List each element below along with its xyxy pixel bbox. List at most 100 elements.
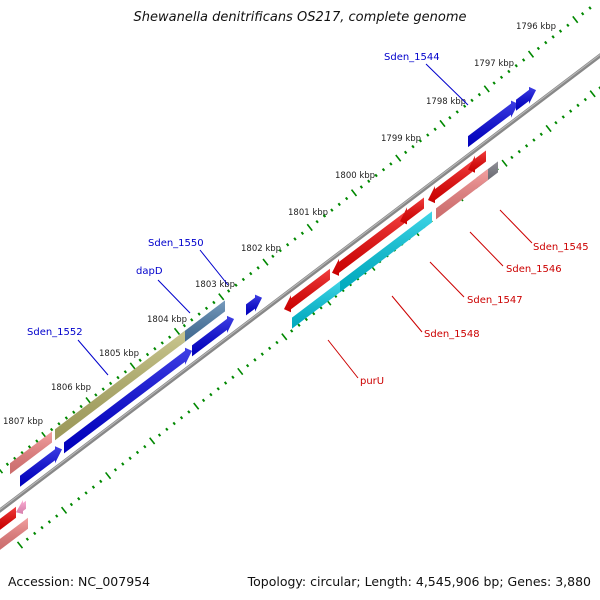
lower-row-tick xyxy=(231,375,235,379)
gene-label-sden-1548: Sden_1548 xyxy=(424,329,480,340)
upper-row-tick xyxy=(167,335,172,339)
lower-row-tick xyxy=(517,149,521,154)
genome-backbone xyxy=(0,53,600,513)
upper-row-tick xyxy=(344,196,349,201)
upper-row-tick xyxy=(359,185,364,189)
upper-row-tick xyxy=(462,104,467,108)
upper-row-tick xyxy=(145,352,150,357)
tick-label-1797: 1797 kbp xyxy=(474,59,514,69)
lower-row-tick xyxy=(598,86,600,90)
tick-rows xyxy=(0,6,600,549)
upper-row-tick xyxy=(72,410,76,414)
lower-row-tick xyxy=(539,132,543,136)
gene-puru-a-shade xyxy=(284,268,330,313)
lower-row-tick xyxy=(524,144,529,148)
lower-row-tick xyxy=(201,398,206,403)
lower-row-tick xyxy=(179,416,184,420)
upper-row-tick xyxy=(49,427,54,432)
tick-label-1805: 1805 kbp xyxy=(99,349,139,359)
upper-row-tick xyxy=(527,50,535,58)
lower-row-tick xyxy=(16,541,24,549)
lower-row-tick xyxy=(245,363,250,368)
tick-label-1798: 1798 kbp xyxy=(426,97,466,107)
upper-row-tick xyxy=(79,404,83,409)
gene-sden-1547-shade xyxy=(332,212,404,276)
upper-row-tick xyxy=(411,144,415,149)
upper-row-tick xyxy=(20,450,24,455)
lower-row-tick xyxy=(289,329,294,333)
lower-row-tick xyxy=(554,120,558,125)
gene-label-sden-1546: Sden_1546 xyxy=(506,264,562,275)
gene-edge-salmon-shade xyxy=(0,517,28,550)
upper-row-tick xyxy=(350,189,358,197)
lower-row-tick xyxy=(312,311,316,316)
gene-sden-1545b-shade xyxy=(468,150,486,173)
upper-row-tick xyxy=(367,179,371,183)
upper-row-tick xyxy=(293,237,297,241)
upper-row-tick xyxy=(588,6,592,10)
upper-row-tick xyxy=(374,173,378,178)
upper-row-tick xyxy=(197,312,201,316)
backbone-highlight xyxy=(0,53,600,511)
upper-row-tick xyxy=(160,341,164,345)
upper-row-tick xyxy=(218,293,225,301)
upper-row-tick xyxy=(403,150,408,155)
backbone-line xyxy=(0,53,600,513)
gene-puru-shade xyxy=(292,281,340,329)
gene-label-sden-1545: Sden_1545 xyxy=(533,242,589,253)
upper-row-tick xyxy=(433,127,437,131)
lower-row-tick xyxy=(77,497,81,501)
lower-row-tick xyxy=(576,103,580,108)
callout-lines xyxy=(77,63,533,379)
upper-row-tick xyxy=(256,266,260,270)
lower-row-tick xyxy=(510,155,514,160)
upper-row-tick xyxy=(389,162,393,166)
gene-sden-1553-shade xyxy=(20,446,62,487)
lower-row-tick xyxy=(149,437,156,445)
gene-labels: Sden_1544 Sden_1550 dapD Sden_1552 Sden_… xyxy=(27,52,589,387)
lower-row-tick xyxy=(84,491,88,495)
callout-sden-1548 xyxy=(391,295,423,333)
upper-row-tick xyxy=(544,40,548,45)
upper-row-tick xyxy=(94,393,98,397)
upper-row-tick xyxy=(108,381,113,386)
upper-row-tick xyxy=(190,318,194,322)
callout-dapd xyxy=(157,279,191,314)
upper-row-tick xyxy=(285,243,290,247)
upper-row-tick xyxy=(173,327,181,336)
gene-sden-1547b-shade xyxy=(400,197,424,225)
lower-row-tick xyxy=(47,520,52,524)
upper-row-tick xyxy=(395,154,402,162)
lower-row-tick xyxy=(501,159,508,167)
lower-row-tick xyxy=(40,525,44,530)
upper-row-tick xyxy=(64,416,69,420)
upper-row-tick xyxy=(558,29,563,33)
lower-row-tick xyxy=(319,306,323,310)
tick-label-1804: 1804 kbp xyxy=(147,315,187,325)
upper-row-tick xyxy=(439,119,446,128)
upper-row-tick xyxy=(138,358,142,362)
tick-label-1801: 1801 kbp xyxy=(288,208,328,218)
lower-row-tick xyxy=(60,506,68,514)
lower-row-tick xyxy=(275,340,279,345)
gene-features xyxy=(0,86,536,550)
callout-sden-1552 xyxy=(77,339,109,376)
gene-sden-1544-shade xyxy=(468,100,518,148)
upper-row-tick xyxy=(13,456,17,461)
upper-row-tick xyxy=(57,422,61,426)
lower-row-tick xyxy=(568,109,573,113)
lower-row-tick xyxy=(532,138,536,142)
tick-label-1800: 1800 kbp xyxy=(335,171,375,181)
lower-row-tick xyxy=(545,124,552,133)
lower-row-tick xyxy=(143,444,147,449)
upper-row-tick xyxy=(536,46,541,51)
lower-row-tick xyxy=(91,485,96,489)
gene-sden-1548-shade xyxy=(340,211,432,293)
callout-sden-1546 xyxy=(469,231,504,267)
tick-label-1799: 1799 kbp xyxy=(381,134,421,144)
callout-sden-1550 xyxy=(199,249,229,286)
callout-sden-1544 xyxy=(425,63,469,106)
tick-label-1802: 1802 kbp xyxy=(241,244,281,254)
gene-sden-1549-shade xyxy=(246,294,262,316)
lower-row-tick xyxy=(69,502,74,507)
